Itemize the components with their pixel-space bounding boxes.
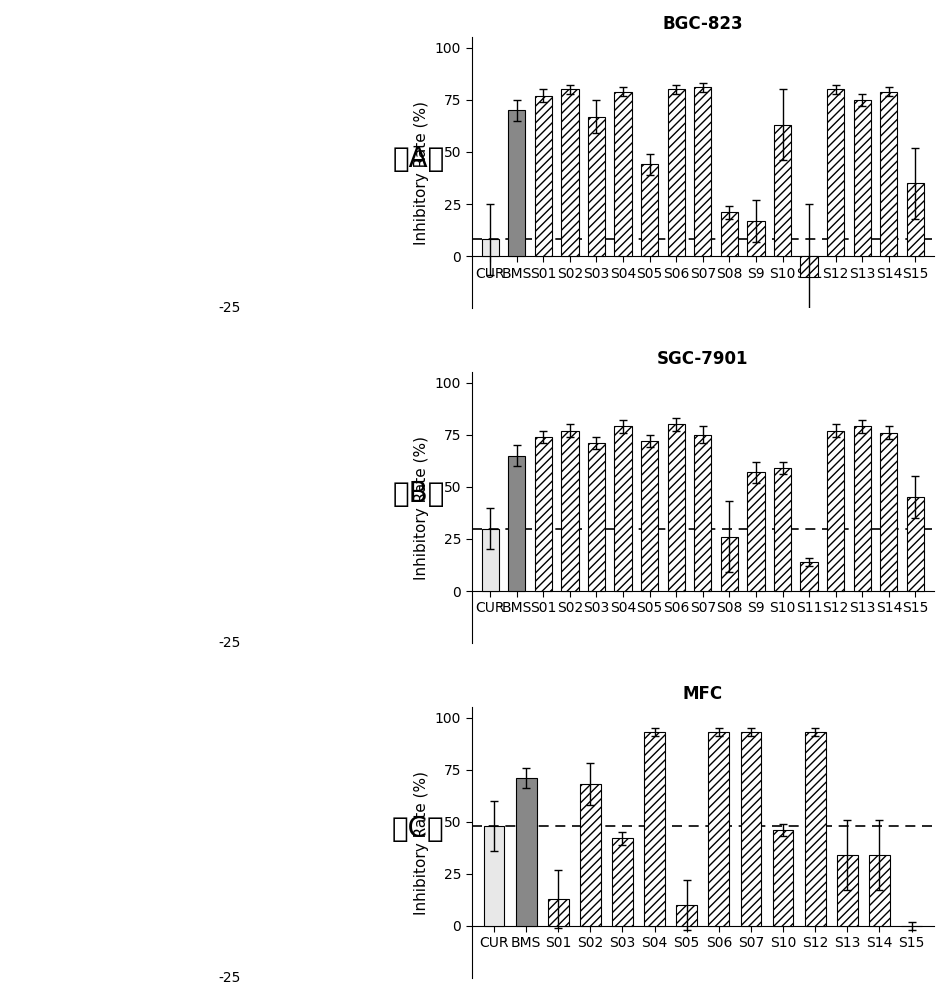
Bar xyxy=(614,92,632,256)
Bar xyxy=(772,830,793,926)
Y-axis label: Inhibitory Rate (%): Inhibitory Rate (%) xyxy=(414,101,429,245)
Text: （A）: （A） xyxy=(392,145,444,173)
Bar xyxy=(906,497,924,591)
Bar xyxy=(837,855,858,926)
Y-axis label: Inhibitory Rate (%): Inhibitory Rate (%) xyxy=(414,436,429,580)
Bar xyxy=(720,212,738,256)
Bar xyxy=(667,89,685,256)
Title: MFC: MFC xyxy=(682,685,723,703)
Text: -25: -25 xyxy=(218,971,240,985)
Y-axis label: Inhibitory Rate (%): Inhibitory Rate (%) xyxy=(414,771,429,915)
Bar xyxy=(484,826,505,926)
Bar xyxy=(694,435,712,591)
Text: （C）: （C） xyxy=(392,815,445,843)
Bar xyxy=(534,96,552,256)
Bar xyxy=(561,89,579,256)
Bar xyxy=(534,437,552,591)
Bar xyxy=(587,117,605,256)
Bar xyxy=(773,468,791,591)
Bar xyxy=(694,87,712,256)
Bar xyxy=(853,100,871,256)
Bar xyxy=(641,441,659,591)
Bar xyxy=(805,732,826,926)
Bar xyxy=(677,905,698,926)
Bar xyxy=(667,424,685,591)
Bar xyxy=(800,562,818,591)
Text: -25: -25 xyxy=(218,301,240,315)
Bar xyxy=(614,426,632,591)
Bar xyxy=(720,537,738,591)
Bar xyxy=(580,784,601,926)
Bar xyxy=(827,89,845,256)
Title: BGC-823: BGC-823 xyxy=(662,15,743,33)
Bar xyxy=(827,431,845,591)
Bar xyxy=(880,92,898,256)
Bar xyxy=(906,183,924,256)
Bar xyxy=(515,778,536,926)
Bar xyxy=(508,456,526,591)
Bar xyxy=(747,221,765,256)
Bar xyxy=(548,899,568,926)
Bar xyxy=(587,443,605,591)
Bar xyxy=(641,164,659,256)
Bar xyxy=(869,855,890,926)
Bar xyxy=(708,732,729,926)
Bar xyxy=(800,256,818,277)
Title: SGC-7901: SGC-7901 xyxy=(657,350,749,368)
Bar xyxy=(612,838,633,926)
Bar xyxy=(481,529,499,591)
Bar xyxy=(508,110,526,256)
Bar xyxy=(644,732,665,926)
Bar xyxy=(747,472,765,591)
Text: （B）: （B） xyxy=(392,480,444,508)
Bar xyxy=(481,239,499,256)
Bar xyxy=(853,426,871,591)
Bar xyxy=(561,431,579,591)
Bar xyxy=(880,433,898,591)
Text: -25: -25 xyxy=(218,636,240,650)
Bar xyxy=(773,125,791,256)
Bar xyxy=(740,732,761,926)
